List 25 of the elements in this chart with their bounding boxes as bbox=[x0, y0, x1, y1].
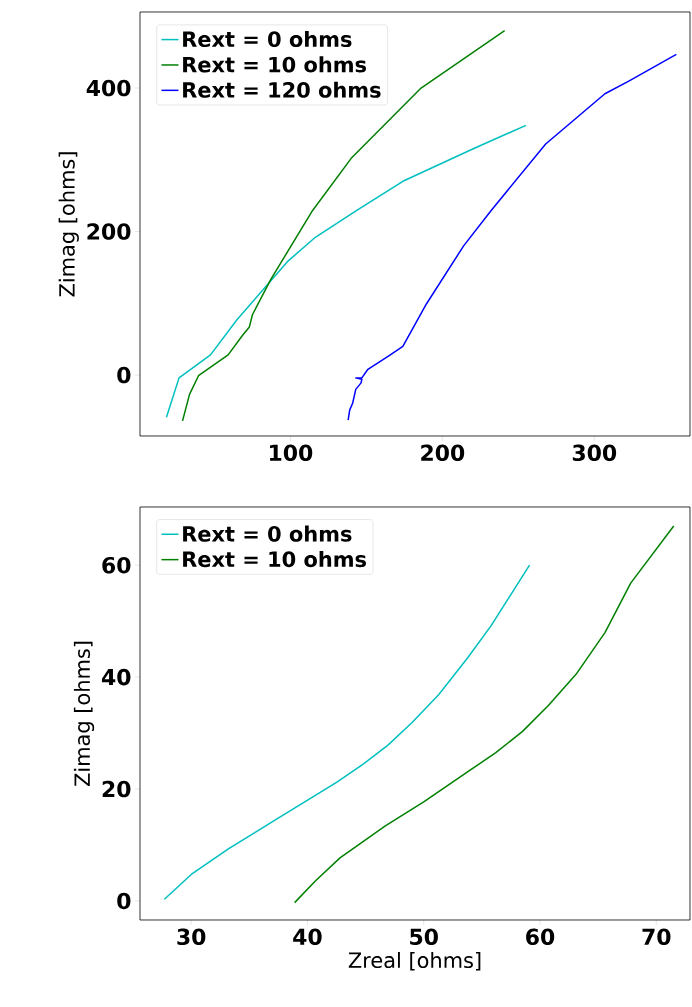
y-tick-label: 200 bbox=[87, 223, 131, 240]
legend-label: Rext = 0 ohms bbox=[183, 525, 352, 542]
x-tick-label: 200 bbox=[421, 444, 465, 462]
x-tick-label: 300 bbox=[572, 444, 617, 462]
x-axis-title: Zreal [ohms] bbox=[348, 951, 481, 971]
x-tick-label: 40 bbox=[293, 928, 322, 946]
legend-label: Rext = 120 ohms bbox=[183, 81, 381, 98]
x-tick-label: 60 bbox=[526, 928, 555, 946]
x-tick-label: 100 bbox=[270, 444, 313, 462]
x-tick-label: 70 bbox=[642, 928, 671, 946]
y-tick-label: 60 bbox=[102, 556, 131, 574]
legend-label: Rext = 10 ohms bbox=[183, 56, 367, 73]
line-series bbox=[165, 124, 527, 419]
legend-label: Rext = 10 ohms bbox=[183, 550, 367, 568]
y-tick-label: 0 bbox=[117, 366, 131, 384]
x-tick-label: 50 bbox=[410, 928, 438, 946]
line-series bbox=[181, 29, 506, 422]
y-tick-label: 20 bbox=[102, 780, 131, 798]
y-axis-title: Zimag [ohms] bbox=[73, 641, 95, 787]
legend-label: Rext = 0 ohms bbox=[183, 30, 352, 48]
x-tick-label: 30 bbox=[177, 928, 206, 946]
y-tick-label: 40 bbox=[101, 668, 131, 686]
y-axis-title: Zimag [ohms] bbox=[58, 152, 79, 297]
y-tick-label: 0 bbox=[117, 892, 131, 910]
y-tick-label: 400 bbox=[86, 79, 131, 97]
